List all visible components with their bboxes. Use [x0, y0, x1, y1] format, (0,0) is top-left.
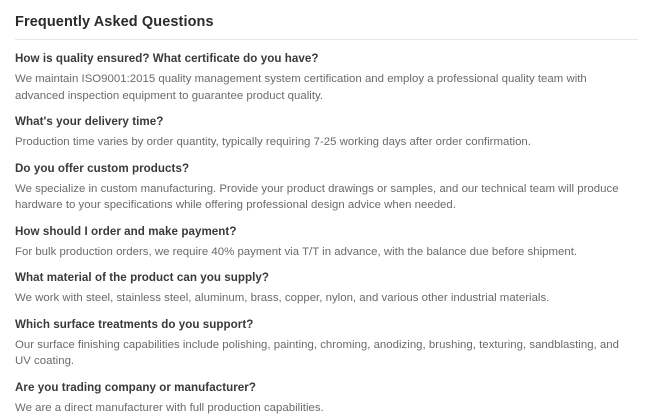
- faq-item: How is quality ensured? What certificate…: [15, 51, 638, 104]
- faq-question: Do you offer custom products?: [15, 161, 638, 176]
- faq-question: What material of the product can you sup…: [15, 270, 638, 285]
- faq-answer: We work with steel, stainless steel, alu…: [15, 290, 638, 307]
- faq-answer: We maintain ISO9001:2015 quality managem…: [15, 71, 638, 104]
- faq-answer: Our surface finishing capabilities inclu…: [15, 337, 638, 370]
- faq-list: How is quality ensured? What certificate…: [15, 51, 638, 416]
- faq-item: Which surface treatments do you support?…: [15, 317, 638, 370]
- faq-answer: Production time varies by order quantity…: [15, 134, 638, 151]
- faq-item: Are you trading company or manufacturer?…: [15, 380, 638, 416]
- faq-item: What material of the product can you sup…: [15, 270, 638, 307]
- faq-answer: We are a direct manufacturer with full p…: [15, 400, 638, 416]
- faq-answer: For bulk production orders, we require 4…: [15, 244, 638, 261]
- faq-question: Are you trading company or manufacturer?: [15, 380, 638, 395]
- page-title: Frequently Asked Questions: [15, 14, 638, 39]
- faq-item: Do you offer custom products? We special…: [15, 161, 638, 214]
- faq-question: How should I order and make payment?: [15, 224, 638, 239]
- faq-answer: We specialize in custom manufacturing. P…: [15, 181, 638, 214]
- faq-item: How should I order and make payment? For…: [15, 224, 638, 261]
- faq-question: Which surface treatments do you support?: [15, 317, 638, 332]
- faq-question: How is quality ensured? What certificate…: [15, 51, 638, 66]
- title-divider: [15, 39, 638, 40]
- faq-question: What's your delivery time?: [15, 114, 638, 129]
- faq-item: What's your delivery time? Production ti…: [15, 114, 638, 151]
